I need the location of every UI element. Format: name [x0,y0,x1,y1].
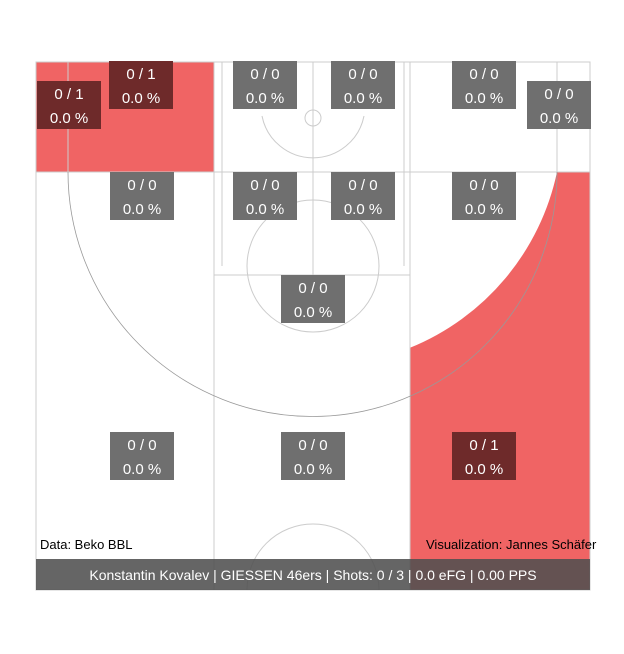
zone-attempts-label: 0 / 0 [469,66,498,83]
zone-fills [36,62,590,590]
zone-attempts-label: 0 / 1 [54,86,83,103]
zone-attempts-label: 0 / 0 [127,437,156,454]
zone-label-box [331,61,395,109]
zone-pct-label: 0.0 % [246,90,284,107]
zone-pct-label: 0.0 % [122,90,160,107]
player-summary-bar: Konstantin Kovalev | GIESSEN 46ers | Sho… [36,559,590,590]
zone-pct-label: 0.0 % [344,90,382,107]
zone-attempts-label: 0 / 0 [127,177,156,194]
zone-label-box [331,172,395,220]
zone-pct-label: 0.0 % [465,90,503,107]
zone-pct-label: 0.0 % [50,110,88,127]
zone-label-right-wing-3: 0 / 1 0.0 % [452,432,516,480]
zone-pct-label: 0.0 % [465,201,503,218]
paint-lane [221,62,405,266]
zone-label-box [281,432,345,480]
zone-attempts-label: 0 / 1 [126,66,155,83]
zone-attempts-label: 0 / 0 [298,437,327,454]
zone-label-box [233,172,297,220]
zone-label-right-wing-mid: 0 / 0 0.0 % [452,172,516,220]
zone-labels: 0 / 1 0.0 % 0 / 1 0.0 % 0 / 0 0.0 % 0 / 0 0.0 %… [37,61,591,480]
restricted-arc [261,115,365,159]
zone-fill-right-wing-3 [410,172,590,590]
three-point-arc [67,171,558,417]
zone-pct-label: 0.0 % [344,201,382,218]
zone-pct-label: 0.0 % [294,304,332,321]
zone-label-right-paint: 0 / 0 0.0 % [331,172,395,220]
zone-pct-label: 0.0 % [540,110,578,127]
zone-pct-label: 0.0 % [465,461,503,478]
zone-pct-label: 0.0 % [123,201,161,218]
zone-label-right-corner-3: 0 / 0 0.0 % [527,81,591,129]
zone-pct-label: 0.0 % [123,461,161,478]
data-source-credit: Data: Beko BBL [40,537,133,552]
visualization-credit: Visualization: Jannes Schäfer [426,537,597,552]
zone-label-left-baseline-mid: 0 / 0 0.0 % [233,61,297,109]
zone-label-box [452,432,516,480]
zone-attempts-label: 0 / 0 [348,66,377,83]
zone-label-box [110,172,174,220]
zone-pct-label: 0.0 % [294,461,332,478]
free-throw-circle [246,199,380,333]
zone-label-box [37,81,101,129]
zone-label-left-corner-3: 0 / 1 0.0 % [37,81,101,129]
zone-label-left-wing-3-top: 0 / 1 0.0 % [109,61,173,109]
zone-label-left-wing-3: 0 / 0 0.0 % [110,432,174,480]
zone-label-box [109,61,173,109]
zone-label-box [110,432,174,480]
zone-label-box [527,81,591,129]
hoop [304,109,322,127]
zone-label-top-key-mid: 0 / 0 0.0 % [281,275,345,323]
zone-attempts-label: 0 / 0 [250,177,279,194]
zone-label-left-wing-mid: 0 / 0 0.0 % [110,172,174,220]
zone-label-left-paint: 0 / 0 0.0 % [233,172,297,220]
zone-attempts-label: 0 / 0 [298,280,327,297]
zone-label-box [452,61,516,109]
zone-attempts-label: 0 / 0 [250,66,279,83]
zone-attempts-label: 0 / 1 [469,437,498,454]
zone-label-box [452,172,516,220]
zone-label-box [281,275,345,323]
zone-label-box [233,61,297,109]
zone-label-top-3: 0 / 0 0.0 % [281,432,345,480]
zone-attempts-label: 0 / 0 [544,86,573,103]
zone-attempts-label: 0 / 0 [348,177,377,194]
zone-attempts-label: 0 / 0 [469,177,498,194]
zone-label-right-baseline-mid: 0 / 0 0.0 % [331,61,395,109]
player-summary-text: Konstantin Kovalev | GIESSEN 46ers | Sho… [89,566,537,583]
zone-label-right-wing-mid-top: 0 / 0 0.0 % [452,61,516,109]
zone-pct-label: 0.0 % [246,201,284,218]
zone-fill-left-wing-3-top [68,62,214,172]
